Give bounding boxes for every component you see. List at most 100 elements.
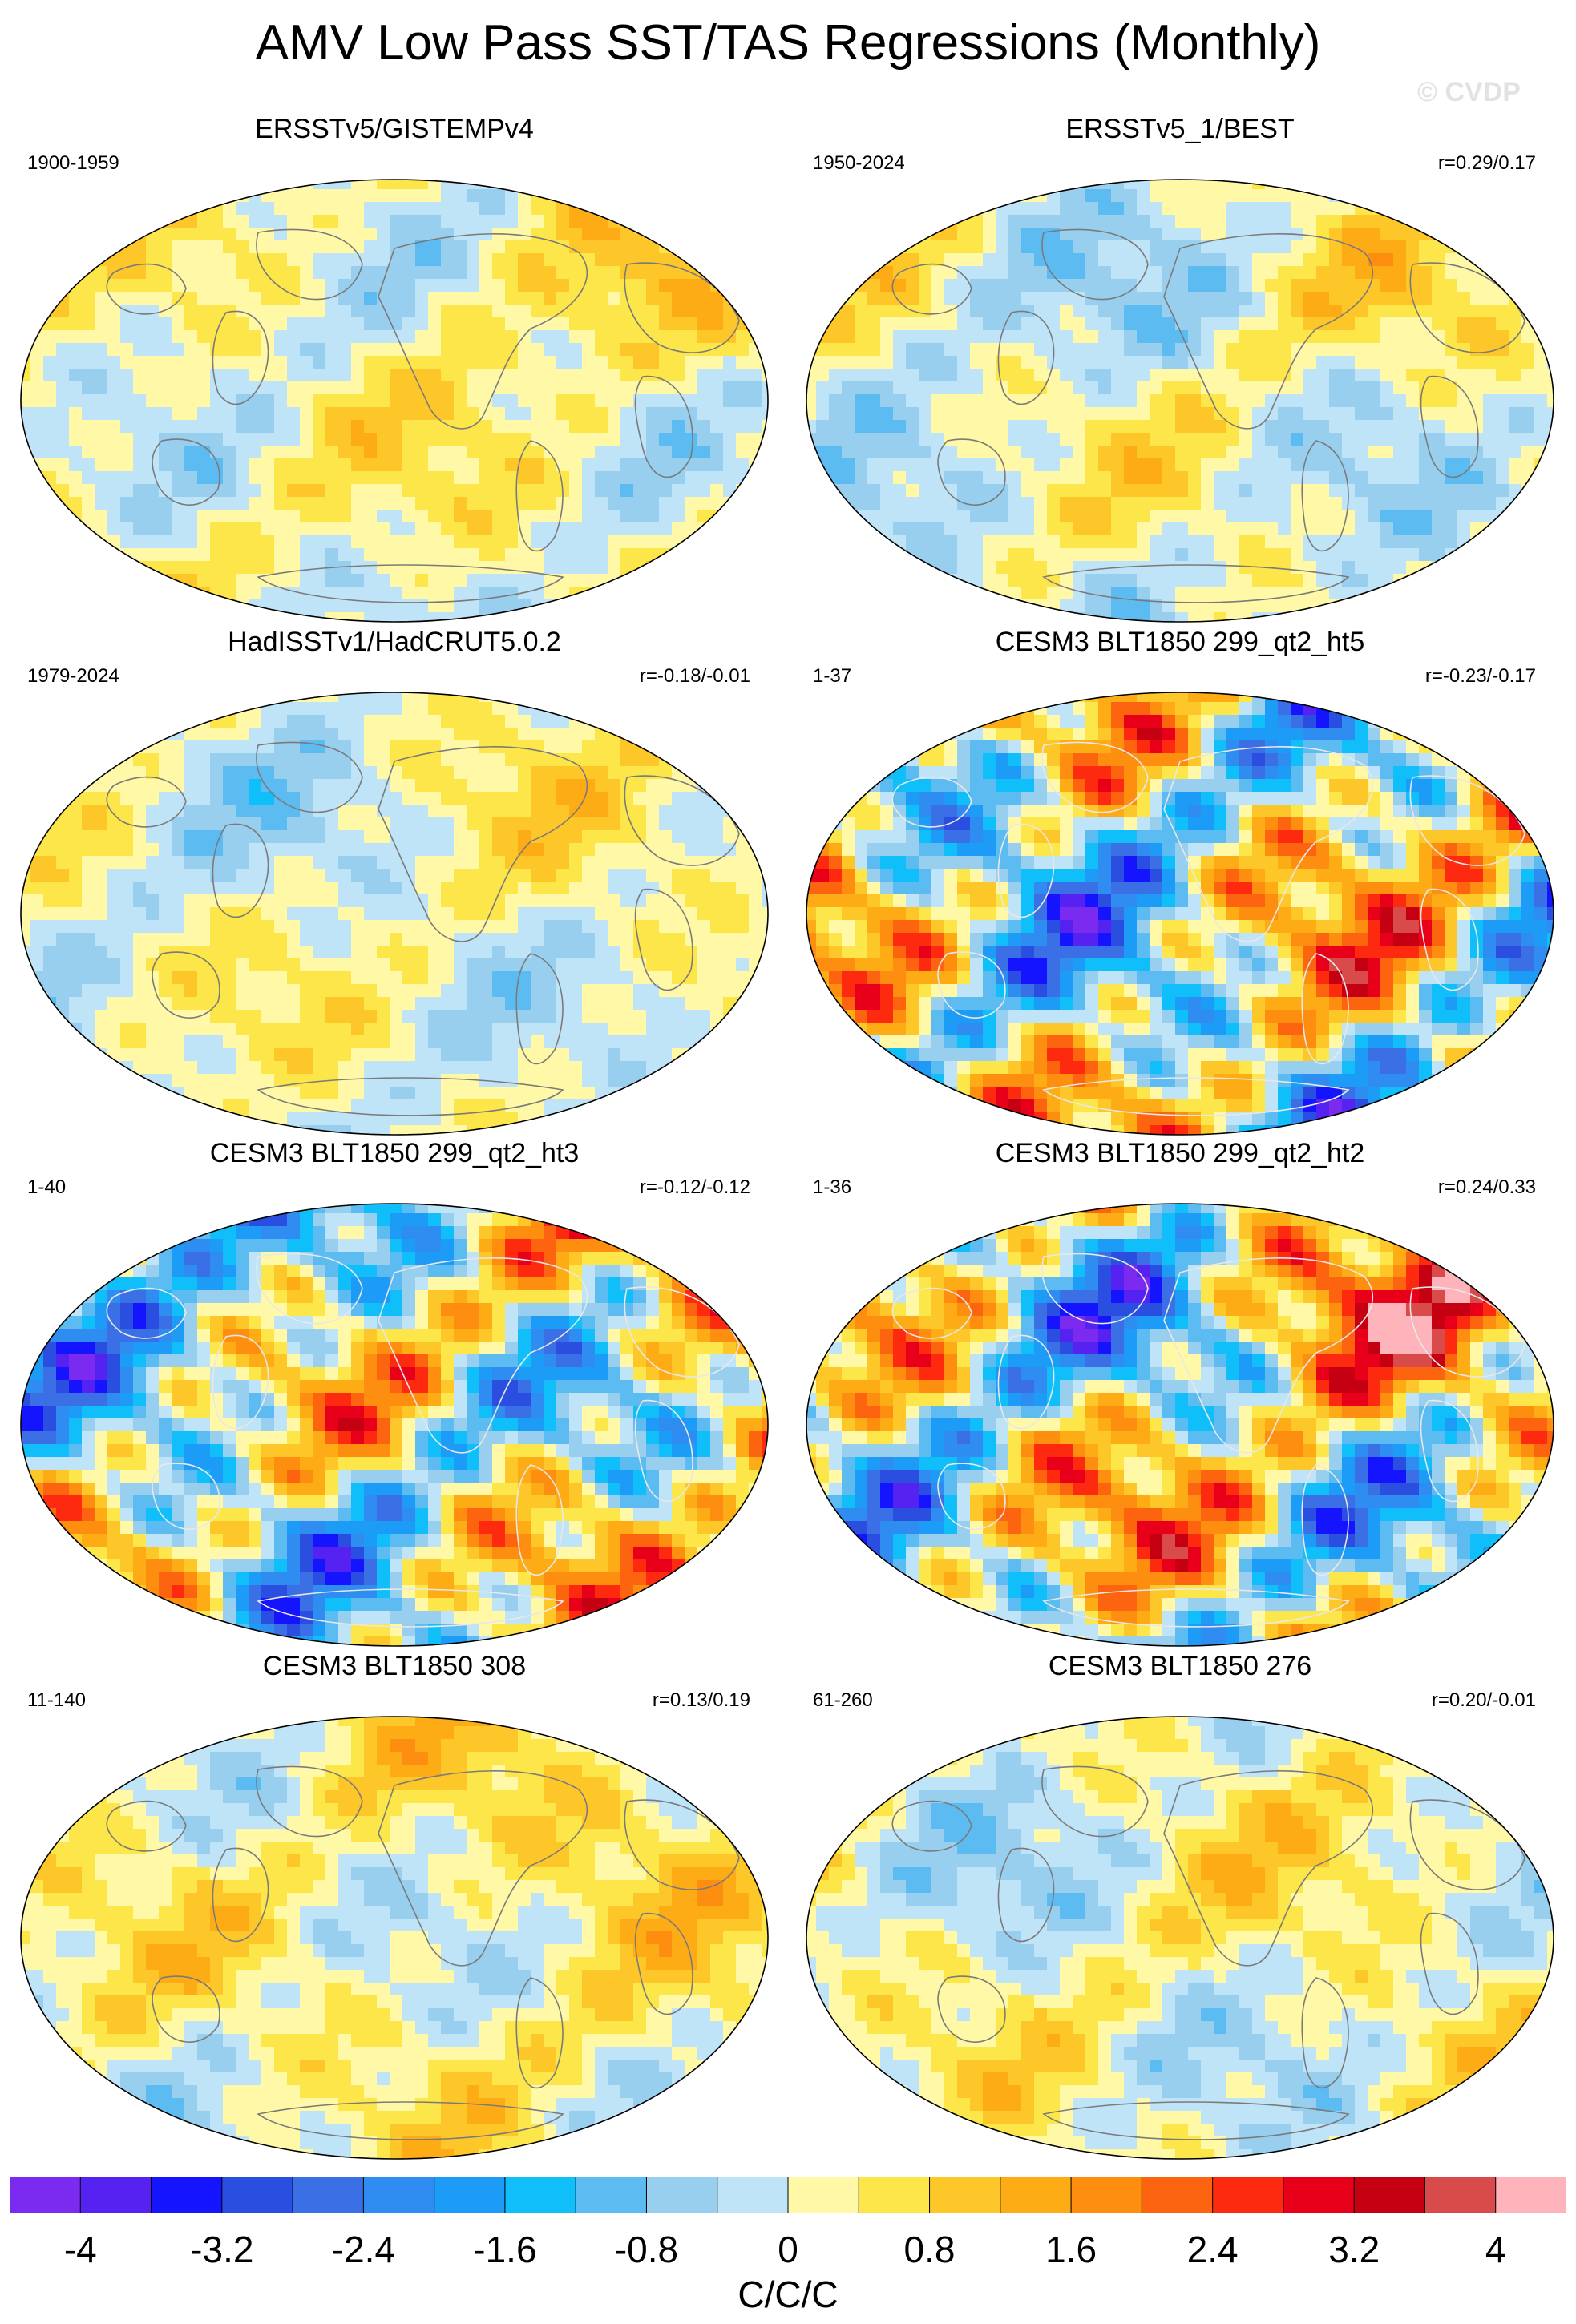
map-cell — [1214, 561, 1227, 575]
map-cell — [1432, 548, 1445, 562]
map-cell — [43, 856, 57, 869]
map-cell — [1034, 574, 1048, 587]
panel-title: ERSSTv5/GISTEMPv4 — [255, 114, 534, 144]
map-cell — [816, 240, 830, 254]
map-cell — [95, 279, 108, 293]
map-cell — [261, 522, 275, 536]
map-cell — [120, 599, 134, 613]
map-cell — [1239, 317, 1253, 331]
map-cell — [249, 766, 262, 780]
map-cell — [1188, 369, 1202, 382]
map-cell — [1252, 612, 1266, 622]
map-cell — [582, 180, 596, 190]
map-cell — [351, 856, 365, 869]
map-cell — [1150, 292, 1163, 305]
map-cell — [608, 369, 621, 382]
map-cell — [146, 510, 160, 523]
map-cell — [1483, 343, 1497, 357]
map-cell — [236, 180, 249, 190]
map-cell — [762, 843, 768, 857]
map-cell — [970, 394, 984, 408]
map-cell — [82, 715, 95, 728]
map-cell — [390, 612, 403, 622]
map-cell — [944, 180, 958, 190]
map-cell — [1226, 253, 1240, 267]
map-cell — [1008, 253, 1022, 267]
map-cell — [595, 240, 608, 254]
map-cell — [1008, 356, 1022, 369]
map-cell — [1509, 202, 1522, 216]
map-cell — [1047, 394, 1061, 408]
map-cell — [749, 407, 762, 421]
map-cell — [544, 779, 557, 793]
map-cell — [1034, 266, 1048, 280]
map-cell — [1419, 497, 1433, 510]
map-cell — [364, 612, 378, 622]
map-cell — [313, 805, 326, 818]
map-cell — [1470, 433, 1484, 446]
map-cell — [364, 446, 378, 459]
map-cell — [1355, 433, 1368, 446]
map-cell — [82, 292, 95, 305]
map-cell — [842, 587, 855, 600]
map-cell — [467, 471, 480, 485]
map-cell — [1060, 394, 1073, 408]
map-cell — [1265, 330, 1279, 344]
map-cell — [223, 510, 236, 523]
map-cell — [1188, 407, 1202, 421]
map-cell — [300, 692, 313, 703]
map-cell — [867, 561, 881, 575]
map-cell — [1008, 381, 1022, 395]
map-cell — [762, 779, 768, 793]
map-cell — [351, 574, 365, 587]
map-cell — [880, 548, 894, 562]
map-cell — [569, 792, 583, 805]
map-cell — [1226, 189, 1240, 203]
map-cell — [1021, 548, 1035, 562]
map-cell — [1278, 266, 1291, 280]
map-cell — [505, 561, 519, 575]
map-cell — [880, 394, 894, 408]
map-cell — [133, 369, 147, 382]
map-cell — [184, 189, 198, 203]
map-cell — [1291, 497, 1304, 510]
map-cell — [944, 240, 958, 254]
map-cell — [1239, 471, 1253, 485]
map-cell — [1329, 228, 1343, 241]
map-cell — [69, 728, 83, 741]
map-cell — [1085, 279, 1099, 293]
map-cell — [390, 702, 403, 716]
map-cell — [402, 420, 416, 434]
map-cell — [710, 484, 724, 498]
map-cell — [82, 843, 95, 857]
map-cell — [1393, 471, 1407, 485]
map-cell — [300, 253, 313, 267]
map-cell — [390, 599, 403, 613]
map-cell — [1457, 228, 1471, 241]
map-cell — [1547, 497, 1554, 510]
map-cell — [595, 805, 608, 818]
map-cell — [479, 266, 493, 280]
map-cell — [1060, 407, 1073, 421]
map-cell — [261, 535, 275, 549]
map-cell — [620, 407, 634, 421]
map-cell — [855, 407, 868, 421]
map-cell — [30, 753, 44, 767]
map-cell — [505, 522, 519, 536]
map-cell — [1085, 240, 1099, 254]
map-cell — [338, 587, 352, 600]
map-cell — [531, 471, 544, 485]
map-cell — [855, 266, 868, 280]
map-cell — [970, 458, 984, 472]
map-cell — [492, 779, 506, 793]
map-cell — [1316, 548, 1330, 562]
map-cell — [1406, 420, 1420, 434]
map-cell — [1226, 343, 1240, 357]
map-cell — [172, 202, 185, 216]
map-cell — [1188, 266, 1202, 280]
map-cell — [159, 189, 172, 203]
map-cell — [364, 471, 378, 485]
map-cell — [697, 843, 711, 857]
map-cell — [274, 189, 288, 203]
map-cell — [479, 305, 493, 318]
